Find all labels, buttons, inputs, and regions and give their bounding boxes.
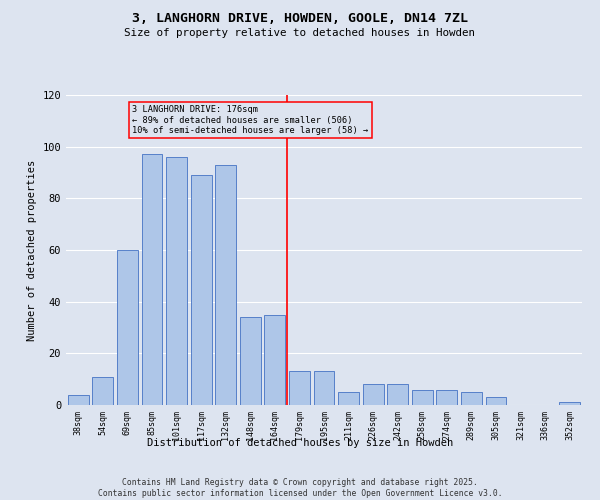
Bar <box>338 392 359 405</box>
Bar <box>314 372 334 405</box>
Bar <box>166 157 187 405</box>
Bar <box>485 397 506 405</box>
Bar <box>92 376 113 405</box>
Y-axis label: Number of detached properties: Number of detached properties <box>27 160 37 340</box>
Bar <box>559 402 580 405</box>
Bar <box>461 392 482 405</box>
Bar <box>436 390 457 405</box>
Bar <box>265 314 286 405</box>
Text: 3, LANGHORN DRIVE, HOWDEN, GOOLE, DN14 7ZL: 3, LANGHORN DRIVE, HOWDEN, GOOLE, DN14 7… <box>132 12 468 26</box>
Text: Contains HM Land Registry data © Crown copyright and database right 2025.
Contai: Contains HM Land Registry data © Crown c… <box>98 478 502 498</box>
Bar <box>117 250 138 405</box>
Bar <box>68 394 89 405</box>
Text: Distribution of detached houses by size in Howden: Distribution of detached houses by size … <box>147 438 453 448</box>
Text: 3 LANGHORN DRIVE: 176sqm
← 89% of detached houses are smaller (506)
10% of semi-: 3 LANGHORN DRIVE: 176sqm ← 89% of detach… <box>133 106 368 135</box>
Bar <box>412 390 433 405</box>
Bar <box>362 384 383 405</box>
Bar <box>289 372 310 405</box>
Bar <box>142 154 163 405</box>
Bar <box>387 384 408 405</box>
Bar <box>191 175 212 405</box>
Bar <box>215 165 236 405</box>
Bar <box>240 317 261 405</box>
Text: Size of property relative to detached houses in Howden: Size of property relative to detached ho… <box>125 28 476 38</box>
